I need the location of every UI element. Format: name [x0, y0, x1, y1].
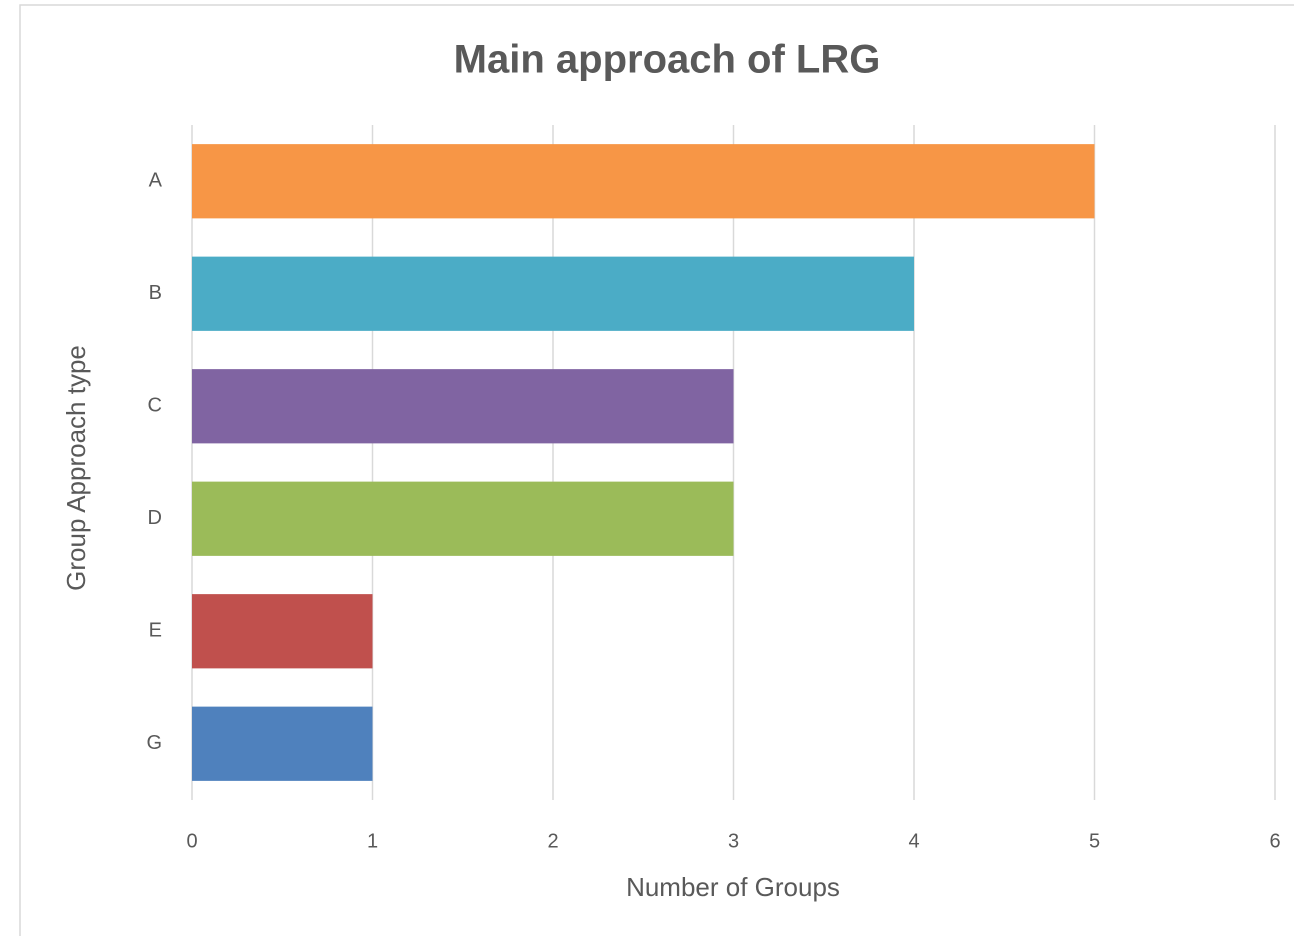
y-tick-label: A [149, 170, 163, 192]
x-tick-label: 1 [367, 830, 378, 852]
y-tick-label: B [149, 282, 162, 304]
chart-title: Main approach of LRG [454, 38, 881, 82]
bar [192, 481, 734, 556]
y-tick-label: G [146, 732, 162, 754]
x-tick-label: 2 [547, 830, 558, 852]
bar [192, 594, 373, 669]
bar [192, 369, 734, 444]
bar [192, 256, 914, 331]
y-tick-label: C [148, 395, 162, 417]
x-tick-label: 0 [186, 830, 197, 852]
y-axis-label: Group Approach type [61, 345, 91, 591]
x-tick-label: 5 [1089, 830, 1100, 852]
y-tick-label: D [148, 507, 162, 529]
x-tick-label: 6 [1269, 830, 1280, 852]
x-tick-label: 4 [908, 830, 919, 852]
bar [192, 144, 1095, 219]
x-tick-label: 3 [728, 830, 739, 852]
y-tick-label: E [149, 620, 162, 642]
x-axis-label: Number of Groups [626, 872, 840, 902]
bar [192, 706, 373, 781]
